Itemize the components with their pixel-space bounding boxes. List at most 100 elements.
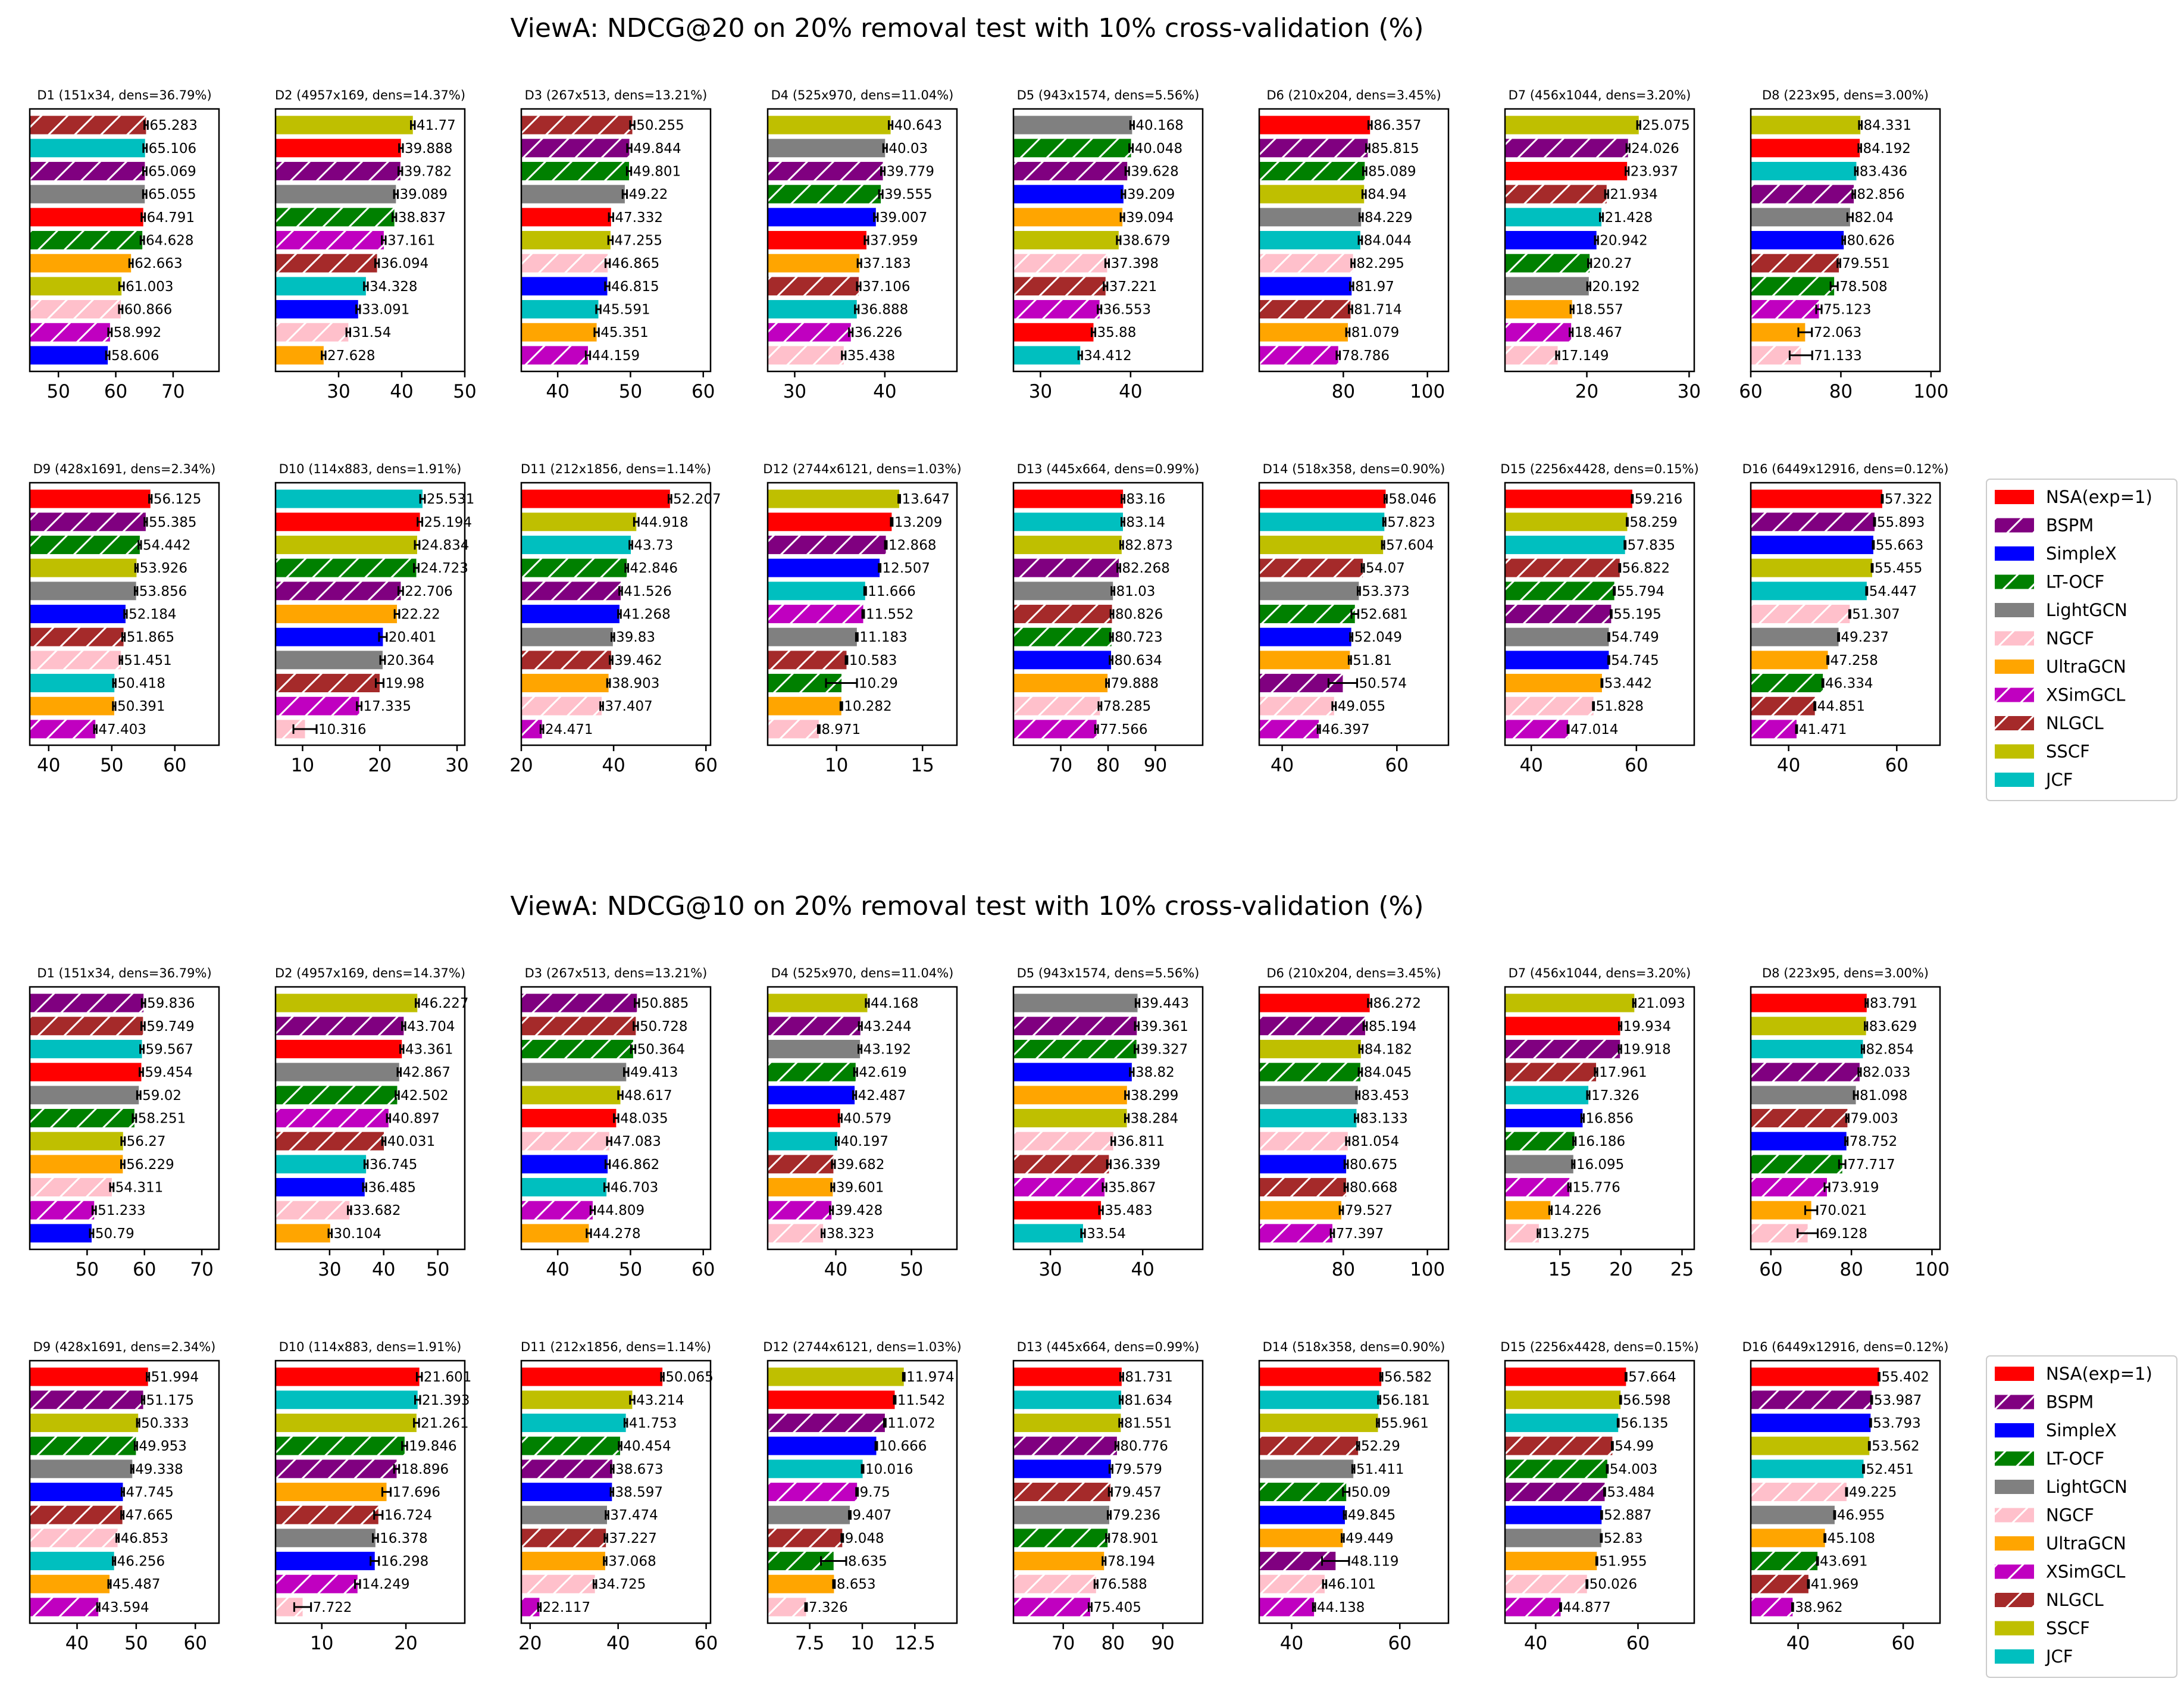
bar-nsa-exp-1 xyxy=(1013,1367,1122,1386)
legend-label: UltraGCN xyxy=(2046,657,2126,677)
data-label: 37.106 xyxy=(862,279,910,295)
error-bar xyxy=(1626,517,1629,527)
error-bar xyxy=(1823,1533,1827,1543)
x-tick-label: 40 xyxy=(65,1633,89,1654)
bar-nsa-exp-1 xyxy=(276,1367,420,1386)
data-label: 81.098 xyxy=(1860,1088,1907,1104)
x-tick-label: 100 xyxy=(1410,1259,1445,1280)
error-bar xyxy=(624,563,630,573)
error-bar xyxy=(1837,632,1840,642)
x-tick-label: 30 xyxy=(1678,381,1701,402)
bar-nsa-exp-1 xyxy=(1751,993,1867,1012)
data-label: 48.119 xyxy=(1351,1554,1398,1570)
panel-title: D16 (6449x12916, dens=0.12%) xyxy=(1742,1340,1949,1354)
bar-bspm xyxy=(1259,1017,1366,1036)
x-tick-label: 10 xyxy=(850,1633,874,1654)
data-label: 80.675 xyxy=(1350,1157,1397,1173)
data-label: 80.826 xyxy=(1115,607,1163,623)
error-bar xyxy=(1124,1113,1130,1123)
data-label: 49.237 xyxy=(1841,630,1888,645)
error-bar xyxy=(1851,189,1856,199)
error-bar xyxy=(592,1579,597,1589)
data-label: 40.197 xyxy=(841,1134,888,1149)
bar-nlgcl xyxy=(1259,558,1363,577)
data-label: 40.454 xyxy=(623,1439,671,1454)
error-bar xyxy=(1357,1067,1363,1077)
bar-bspm xyxy=(1013,161,1128,180)
data-label: 9.407 xyxy=(852,1508,891,1523)
bar-simplex xyxy=(1751,1413,1871,1432)
data-label: 11.666 xyxy=(868,584,915,599)
error-bar xyxy=(1106,1510,1112,1520)
error-bar xyxy=(1116,563,1121,573)
error-bar xyxy=(146,1372,151,1382)
error-bar xyxy=(613,1113,619,1123)
error-bar xyxy=(1348,304,1353,314)
data-label: 10.282 xyxy=(844,699,891,714)
error-bar xyxy=(855,1487,859,1497)
axes-frame xyxy=(274,482,466,746)
bar-bspm xyxy=(768,161,883,180)
data-label: 81.714 xyxy=(1354,302,1401,318)
data-label: 56.822 xyxy=(1622,561,1670,576)
data-label: 11.974 xyxy=(906,1370,954,1385)
error-bar xyxy=(120,1136,126,1146)
bar-jcf xyxy=(1505,1086,1589,1105)
error-bar xyxy=(1631,494,1634,504)
bar-nsa-exp-1 xyxy=(1259,993,1370,1012)
data-label: 39.782 xyxy=(404,164,452,179)
x-tick-label: 40 xyxy=(824,1259,847,1280)
bar-nsa-exp-1 xyxy=(1751,1367,1879,1386)
bar-nsa-exp-1 xyxy=(276,512,420,532)
bar-jcf xyxy=(1505,535,1625,554)
data-label: 40.048 xyxy=(1135,141,1182,157)
error-bar xyxy=(1110,1136,1116,1146)
error-bar xyxy=(414,1395,421,1405)
error-bar xyxy=(1338,1205,1344,1215)
error-bar xyxy=(1845,1487,1848,1497)
error-bar xyxy=(1345,1136,1351,1146)
legend-label: SSCF xyxy=(2046,1618,2090,1639)
axes-frame xyxy=(766,108,958,373)
data-label: 56.598 xyxy=(1623,1393,1670,1408)
bar-ultragcn xyxy=(1013,674,1108,693)
error-bar xyxy=(1594,1067,1598,1077)
error-bar xyxy=(107,1579,112,1589)
data-label: 41.268 xyxy=(622,607,670,623)
data-label: 52.049 xyxy=(1354,630,1402,645)
data-label: 38.673 xyxy=(615,1462,663,1477)
data-label: 46.955 xyxy=(1837,1508,1885,1523)
bar-nsa-exp-1 xyxy=(1505,1367,1626,1386)
error-bar xyxy=(130,1464,134,1474)
error-bar xyxy=(1595,1556,1598,1566)
bar-nlgcl xyxy=(768,1155,834,1174)
bar-simplex xyxy=(276,1178,365,1197)
data-label: 50.885 xyxy=(641,996,689,1011)
data-label: 47.403 xyxy=(98,722,146,737)
data-label: 24.471 xyxy=(545,722,593,737)
data-label: 57.322 xyxy=(1885,492,1932,507)
data-label: 78.752 xyxy=(1850,1134,1897,1149)
data-label: 82.295 xyxy=(1356,256,1404,271)
bar-ngcf xyxy=(276,1201,350,1220)
legend-item-ultragcn: UltraGCN xyxy=(1995,657,2126,677)
legend-item-sscf: SSCF xyxy=(1995,1618,2090,1639)
data-label: 57.823 xyxy=(1387,515,1435,530)
bar-sscf xyxy=(276,993,418,1012)
data-label: 47.014 xyxy=(1570,722,1618,737)
data-label: 51.81 xyxy=(1353,653,1392,668)
bar-sscf xyxy=(30,1132,123,1151)
data-label: 44.877 xyxy=(1563,1600,1610,1615)
data-label: 78.194 xyxy=(1107,1554,1155,1570)
bar-lt-ocf xyxy=(1013,1529,1108,1548)
bar-simplex xyxy=(276,300,358,319)
bar-nlgcl xyxy=(768,1529,843,1548)
x-tick-label: 80 xyxy=(1096,755,1119,776)
error-bar xyxy=(136,1090,142,1100)
panel-title: D2 (4957x169, dens=14.37%) xyxy=(275,966,465,980)
error-bar xyxy=(118,655,123,665)
data-label: 54.99 xyxy=(1614,1439,1654,1454)
data-label: 39.779 xyxy=(887,164,934,179)
bar-nsa-exp-1 xyxy=(1505,1017,1620,1036)
data-label: 53.926 xyxy=(140,561,187,576)
